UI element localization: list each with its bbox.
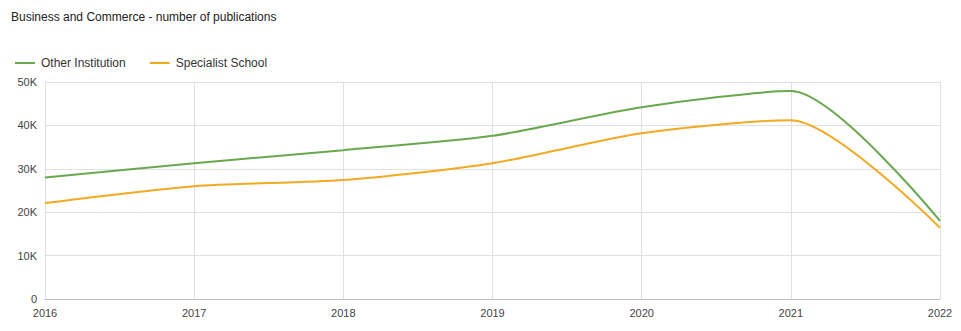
svg-text:30K: 30K (17, 163, 37, 175)
svg-text:Other Institution: Other Institution (41, 56, 126, 70)
svg-text:2020: 2020 (629, 307, 653, 319)
svg-text:20K: 20K (17, 206, 37, 218)
svg-text:40K: 40K (17, 119, 37, 131)
svg-text:10K: 10K (17, 250, 37, 262)
svg-text:Specialist School: Specialist School (176, 56, 267, 70)
svg-text:2017: 2017 (182, 307, 206, 319)
svg-text:2021: 2021 (779, 307, 803, 319)
svg-text:2016: 2016 (33, 307, 57, 319)
svg-text:2018: 2018 (331, 307, 355, 319)
svg-text:0: 0 (31, 293, 37, 305)
svg-text:2022: 2022 (928, 307, 952, 319)
svg-text:2019: 2019 (480, 307, 504, 319)
svg-text:Business and Commerce - number: Business and Commerce - number of public… (11, 10, 276, 24)
svg-text:50K: 50K (17, 76, 37, 88)
